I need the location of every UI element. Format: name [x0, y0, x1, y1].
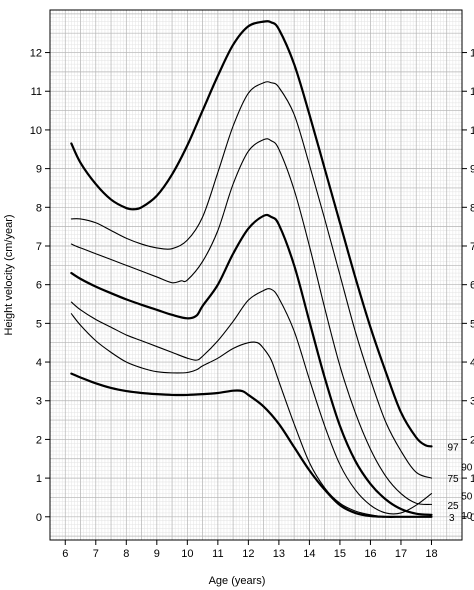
x-tick-label: 12 [242, 548, 254, 560]
x-tick-label: 13 [273, 548, 285, 560]
x-tick-label: 8 [123, 548, 129, 560]
axis-ticks: 6 7 8 9 10 11 12 13 14 15 16 17 180 01 12 23 34 45 56 67 78 8… [30, 48, 474, 560]
y-tick-label-left: 0 [36, 512, 42, 524]
x-tick-label: 15 [334, 548, 346, 560]
x-tick-label: 9 [154, 548, 160, 560]
y-tick-label-right: 4 [470, 357, 474, 369]
percentile-50-line [70, 213, 433, 516]
percentile-75-line [70, 138, 433, 505]
y-tick-label-left: 10 [30, 125, 42, 137]
x-tick-label: 11 [212, 548, 223, 560]
percentile-label-50: 50 [461, 492, 473, 503]
y-tick-label-right: 1 [470, 473, 474, 485]
y-tick-label-left: 6 [36, 280, 42, 292]
percentile-label-3: 3 [449, 513, 455, 524]
percentile-label-10: 10 [461, 511, 473, 522]
y-tick-label-right: 6 [470, 280, 474, 292]
percentile-3-line [70, 372, 433, 518]
percentile-curves [70, 20, 433, 518]
y-tick-label-left: 5 [36, 318, 42, 330]
y-axis-title: Height velocity (cm/year) [3, 214, 15, 335]
y-tick-label-right: 7 [470, 241, 474, 253]
percentile-label-25: 25 [447, 501, 459, 512]
y-tick-label-right: 0 [470, 512, 474, 524]
y-tick-label-right: 9 [470, 164, 474, 176]
percentile-label-90: 90 [461, 462, 473, 473]
percentile-25-line [70, 288, 433, 515]
plot-background [50, 10, 462, 540]
x-tick-label: 18 [425, 548, 437, 560]
y-tick-label-left: 1 [36, 473, 42, 485]
y-tick-label-right: 5 [470, 318, 474, 330]
y-tick-label-left: 11 [31, 86, 42, 98]
y-tick-label-left: 7 [36, 241, 42, 253]
y-tick-label-left: 12 [30, 48, 42, 60]
plot-frame [49, 9, 463, 541]
percentile-97-line [70, 20, 433, 448]
y-tick-label-right: 11 [470, 86, 474, 98]
x-axis-title: Age (years) [209, 575, 266, 587]
x-tick-label: 14 [303, 548, 315, 560]
y-tick-label-left: 3 [36, 396, 42, 408]
x-tick-label: 10 [181, 548, 193, 560]
y-tick-label-right: 3 [470, 396, 474, 408]
y-tick-label-left: 2 [36, 434, 42, 446]
major-grid [49, 10, 463, 540]
percentile-10-line [70, 313, 433, 518]
y-tick-label-right: 8 [470, 202, 474, 214]
x-tick-label: 7 [93, 548, 99, 560]
y-tick-label-left: 4 [36, 357, 42, 369]
y-tick-label-left: 8 [36, 202, 42, 214]
y-tick-label-right: 10 [470, 125, 474, 137]
x-tick-label: 16 [364, 548, 376, 560]
y-tick-label-right: 12 [470, 48, 474, 60]
percentile-label-97: 97 [447, 442, 459, 453]
percentile-90-line [70, 81, 433, 479]
percentile-label-75: 75 [447, 474, 459, 485]
y-tick-label-right: 2 [470, 434, 474, 446]
x-tick-label: 6 [62, 548, 68, 560]
x-tick-label: 17 [395, 548, 407, 560]
y-tick-label-left: 9 [36, 164, 42, 176]
